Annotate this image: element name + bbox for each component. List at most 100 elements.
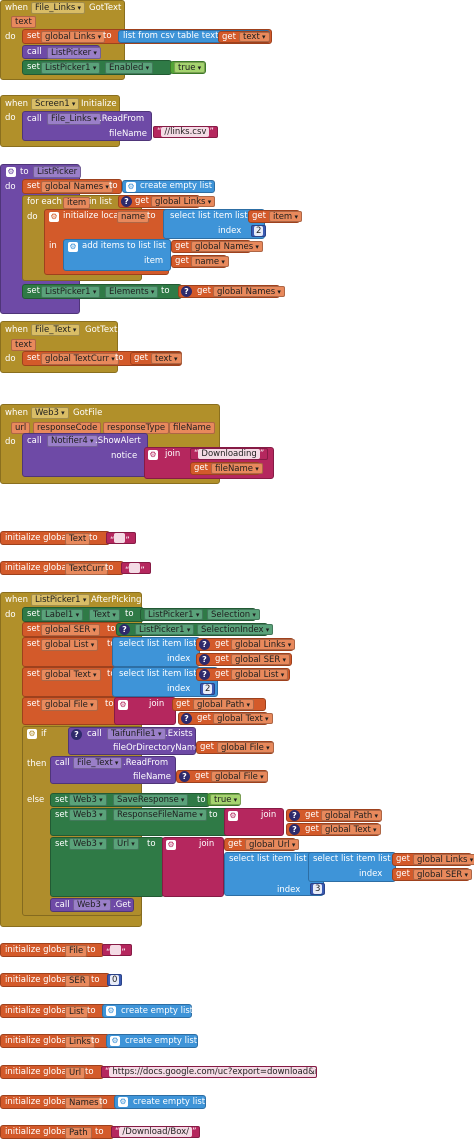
set-listpicker1-elements-block[interactable]: set ListPicker1 Elements to [22, 284, 182, 299]
local-variable-name[interactable]: name [117, 211, 150, 223]
variable-dropdown[interactable]: global Text [213, 713, 273, 724]
select-list-item-block-5[interactable]: select list item list index [308, 852, 396, 882]
boolean-dropdown[interactable]: true [174, 62, 206, 73]
variable-dropdown[interactable]: global List [231, 669, 289, 680]
add-items-to-list-block[interactable]: ⚙ add items to list list item [63, 239, 171, 271]
variable-dropdown[interactable]: global File [211, 771, 268, 782]
boolean-dropdown[interactable]: true [210, 794, 242, 805]
get-global-path-block[interactable]: get global Path [172, 698, 266, 711]
event-param-file-name[interactable]: fileName [169, 422, 216, 434]
join-block-4[interactable]: ⚙ join [162, 837, 224, 897]
procedure-dropdown[interactable]: ListPicker [47, 47, 101, 59]
variable-dropdown[interactable]: global Text [41, 669, 101, 681]
variable-dropdown[interactable]: global Links [151, 196, 216, 207]
get-global-links-block-2[interactable]: ? get global Links [196, 638, 296, 651]
variable-dropdown[interactable]: text [151, 353, 182, 364]
gear-icon[interactable]: ⚙ [68, 242, 78, 252]
call-taifunfile1-exists-block[interactable]: call ? TaifunFile1 .Exists fileOrDirecto… [68, 727, 200, 755]
call-file-links-readfrom-block[interactable]: call File_Links .ReadFrom fileName [22, 111, 152, 141]
variable-dropdown[interactable]: global List [41, 639, 99, 651]
component-dropdown[interactable]: File_Links [31, 2, 86, 14]
component-dropdown[interactable]: ListPicker1 [41, 286, 101, 298]
get-global-links-block[interactable]: get ? global Links [118, 195, 216, 208]
property-dropdown[interactable]: ResponseFileName [113, 809, 207, 821]
component-dropdown[interactable]: ListPicker1 [31, 594, 91, 606]
string-value[interactable] [129, 563, 141, 573]
get-global-names-block-2[interactable]: ? get global Names [178, 285, 285, 298]
gear-icon[interactable]: ⚙ [49, 212, 59, 222]
number-value[interactable]: 2 [203, 684, 213, 694]
string-value[interactable] [114, 533, 126, 543]
set-global-ser-block[interactable]: set global SER to [22, 622, 122, 637]
component-dropdown[interactable]: Screen1 [31, 98, 80, 110]
gear-icon[interactable]: ⚙ [166, 840, 176, 850]
variable-dropdown[interactable]: global Links [413, 854, 474, 865]
variable-dropdown[interactable]: global Path [321, 810, 383, 821]
gear-icon[interactable]: ⚙ [126, 182, 136, 192]
global-name-field[interactable]: Url [65, 1067, 86, 1079]
gear-icon[interactable]: ⚙ [110, 1036, 120, 1046]
downloading-string[interactable]: “Downloading” [190, 448, 269, 460]
empty-string[interactable]: “” [106, 532, 136, 546]
string-value[interactable]: //links.csv [161, 127, 210, 137]
get-global-ser-block[interactable]: ? get global SER [196, 653, 292, 666]
initialize-global-text[interactable]: initialize global Text to [0, 531, 110, 545]
component-dropdown[interactable]: File_Text [31, 324, 81, 336]
global-name-field[interactable]: File [65, 945, 88, 957]
initialize-global-url[interactable]: initialize global Url to [0, 1065, 104, 1079]
component-dropdown[interactable]: Notifier4 [47, 435, 98, 447]
global-name-field[interactable]: SER [65, 975, 90, 987]
component-dropdown[interactable]: TaifunFile1 [107, 728, 166, 740]
call-listpicker-block[interactable]: call ListPicker [22, 45, 101, 59]
get-global-ser-block-2[interactable]: get global SER [392, 868, 473, 881]
string-value[interactable] [110, 945, 122, 955]
variable-dropdown[interactable]: global Url [245, 839, 300, 850]
initialize-global-list[interactable]: initialize global List to [0, 1004, 108, 1018]
global-name-field[interactable]: List [65, 1006, 88, 1018]
variable-dropdown[interactable]: global Path [193, 699, 255, 710]
get-global-text-block[interactable]: ? get global Text [178, 712, 273, 725]
global-name-field[interactable]: Names [65, 1097, 103, 1109]
number-2[interactable]: 2 [251, 225, 267, 237]
select-list-item-block-4[interactable]: select list item list index [224, 852, 324, 896]
property-dropdown[interactable]: Elements [105, 286, 159, 298]
true-block-2[interactable]: true [207, 793, 242, 806]
set-global-list-block[interactable]: set global List to [22, 637, 122, 667]
global-name-field[interactable]: Path [65, 1127, 92, 1139]
set-listpicker1-enabled-block[interactable]: set ListPicker1 Enabled to [22, 60, 182, 75]
empty-string[interactable]: “” [121, 562, 151, 576]
initialize-global-path[interactable]: initialize global Path to [0, 1125, 114, 1139]
gear-icon[interactable]: ⚙ [118, 700, 128, 710]
join-block-3[interactable]: ⚙ join [224, 808, 284, 836]
initialize-global-textcurr[interactable]: initialize global TextCurr to [0, 561, 124, 575]
event-param-url[interactable]: url [11, 422, 31, 434]
component-dropdown[interactable]: Web3 [69, 809, 107, 821]
initialize-global-names[interactable]: initialize global Names to [0, 1095, 120, 1109]
number-2[interactable]: 2 [200, 683, 216, 695]
variable-dropdown[interactable]: name [191, 256, 229, 267]
global-name-field[interactable]: TextCurr [65, 563, 109, 575]
path-string[interactable]: “/Download/Box/” [111, 1126, 201, 1138]
component-dropdown[interactable]: ListPicker1 [135, 624, 195, 635]
get-global-names-block[interactable]: get global Names [171, 240, 263, 253]
component-dropdown[interactable]: File_Text [73, 757, 123, 769]
empty-string[interactable]: “” [102, 944, 132, 958]
component-dropdown[interactable]: Label1 [41, 609, 84, 621]
initialize-global-links[interactable]: initialize global Links to [0, 1034, 110, 1048]
true-block[interactable]: true [170, 61, 206, 74]
number-value[interactable]: 2 [254, 226, 264, 236]
property-dropdown[interactable]: Enabled [105, 62, 154, 74]
variable-dropdown[interactable]: global Names [213, 286, 285, 297]
get-global-path-block-2[interactable]: ? get global Path [286, 809, 383, 822]
get-global-links-block-3[interactable]: get global Links [392, 853, 474, 866]
number-0[interactable]: 0 [107, 974, 123, 986]
string-value[interactable]: https://docs.google.com/uc?export=downlo… [109, 1067, 316, 1077]
property-dropdown[interactable]: SaveResponse [113, 794, 189, 806]
variable-dropdown[interactable]: item [269, 211, 302, 222]
set-global-file-block[interactable]: set global File to [22, 697, 122, 725]
event-param-text[interactable]: text [11, 16, 36, 28]
component-dropdown[interactable]: Web3 [31, 407, 69, 419]
get-filename-block[interactable]: get fileName [190, 462, 263, 475]
number-value[interactable]: 3 [313, 884, 323, 894]
url-string[interactable]: “https://docs.google.com/uc?export=downl… [101, 1066, 317, 1078]
